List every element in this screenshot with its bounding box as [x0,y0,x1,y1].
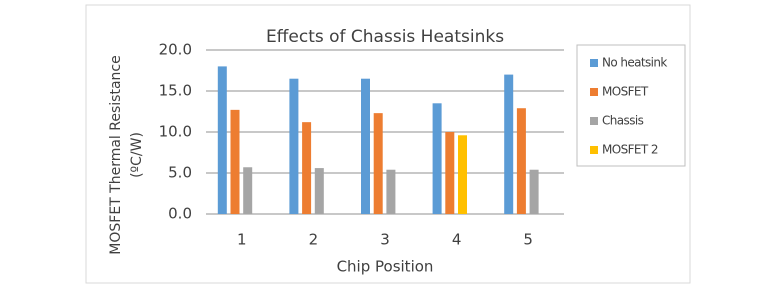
bar [432,103,442,214]
bar [302,122,312,214]
legend-label: MOSFET [602,85,649,99]
legend-label: Chassis [602,114,644,128]
bar [386,169,396,214]
x-tick-label: 3 [380,231,390,249]
legend-label: No heatsink [602,56,667,70]
y-tick-label: 0.0 [168,205,192,223]
y-tick-label: 15.0 [159,82,192,100]
bar [217,66,227,215]
bar [230,109,240,214]
legend-swatch [590,146,598,154]
x-axis-title: Chip Position [337,258,434,276]
chart-title: Effects of Chassis Heatsinks [266,27,504,47]
bar [458,135,467,214]
bar [504,74,514,214]
legend-swatch [590,59,598,67]
y-axis-title: MOSFET Thermal Resistance [108,55,124,254]
x-tick-label: 1 [237,231,247,249]
bar [373,113,383,214]
y-axis-title: (ºC/W) [129,132,145,178]
x-tick-label: 5 [523,231,533,249]
legend-label: MOSFET 2 [602,143,658,157]
legend-swatch [590,117,598,125]
bar [516,108,526,214]
bar [361,78,370,214]
y-tick-label: 20.0 [159,41,192,59]
legend-swatch [590,88,598,96]
bar [445,132,455,214]
bar [289,78,299,214]
y-tick-label: 10.0 [159,123,192,141]
y-tick-label: 5.0 [168,164,192,182]
bar [314,168,324,214]
bar [529,169,539,214]
bar [243,167,253,214]
x-tick-label: 2 [309,231,319,249]
x-tick-label: 4 [452,231,462,249]
